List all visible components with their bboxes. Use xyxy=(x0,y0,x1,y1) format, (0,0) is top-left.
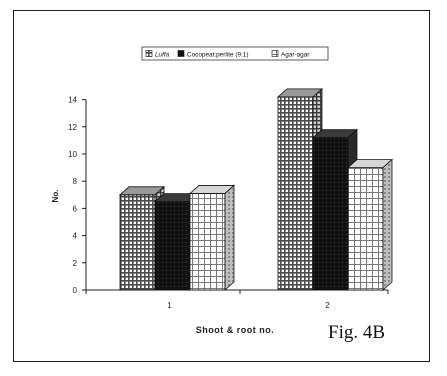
legend-box xyxy=(141,46,329,61)
y-tick-label: 2 xyxy=(73,259,78,268)
bar-side xyxy=(382,158,393,291)
x-tick-label: 1 xyxy=(167,301,172,310)
legend-swatch xyxy=(177,50,185,57)
x-axis-title: Shoot & root no. xyxy=(196,325,274,335)
bars xyxy=(118,87,394,291)
bar xyxy=(347,167,384,291)
bar xyxy=(119,194,156,291)
bar xyxy=(189,193,226,291)
bar xyxy=(312,137,349,291)
legend-label: Agar-agar xyxy=(281,52,310,59)
y-tick-label: 12 xyxy=(68,123,77,132)
y-tick-label: 8 xyxy=(73,177,78,186)
legend-label: Cocopeat:perlite (9:1) xyxy=(187,52,248,59)
figure-label: Fig. 4B xyxy=(328,322,386,343)
y-tick-label: 4 xyxy=(73,232,78,241)
y-axis-title: No. xyxy=(51,190,60,203)
y-tick-label: 6 xyxy=(73,204,78,213)
bar xyxy=(277,96,314,291)
y-tick-label: 0 xyxy=(73,286,78,295)
bar-side xyxy=(224,184,235,291)
x-tick-label: 2 xyxy=(325,301,330,310)
axis-labels: 1 2 Shoot & root no. No. xyxy=(51,190,330,335)
legend-swatch xyxy=(271,50,279,57)
bar xyxy=(154,201,191,291)
legend: Luffa Cocopeat:perlite (9:1) Agar-agar xyxy=(141,46,329,61)
legend-swatch xyxy=(145,50,153,57)
y-tick-label: 10 xyxy=(68,150,77,159)
legend-label: Luffa xyxy=(155,52,170,59)
y-tick-label: 14 xyxy=(68,96,77,105)
